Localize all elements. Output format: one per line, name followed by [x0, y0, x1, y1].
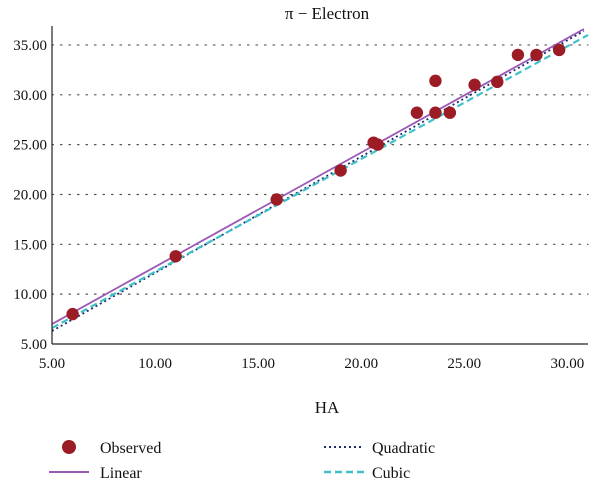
- fit-lines: [51, 28, 589, 332]
- x-tick-label-0: 5.00: [39, 356, 65, 372]
- y-tick-label-3: 20.00: [13, 187, 47, 203]
- observed-point-8: [429, 106, 442, 119]
- observed-points: [66, 43, 566, 321]
- legend-quadratic-label: Quadratic: [372, 440, 435, 457]
- y-tick-label-5: 30.00: [13, 88, 47, 104]
- legend-linear-label: Linear: [100, 465, 142, 482]
- observed-point-3: [334, 164, 347, 177]
- observed-point-5: [371, 138, 384, 151]
- observed-point-12: [511, 48, 525, 62]
- y-tick-label-1: 10.00: [13, 287, 47, 303]
- x-tick-label-5: 30.00: [551, 356, 585, 372]
- y-tick-label-0: 5.00: [21, 337, 47, 353]
- observed-point-6: [410, 106, 424, 119]
- observed-point-9: [443, 106, 457, 119]
- fit-line-quadratic: [51, 30, 585, 332]
- grid-lines: [51, 44, 589, 295]
- observed-point-14: [552, 43, 566, 57]
- observed-point-10: [468, 78, 481, 92]
- legend-cubic-label: Cubic: [372, 465, 410, 482]
- observed-point-1: [169, 250, 182, 263]
- x-axis-label: HA: [315, 398, 340, 417]
- x-tick-label-3: 20.00: [344, 356, 378, 372]
- legend-observed-marker: [62, 440, 76, 454]
- tick-labels: 5.00 10.00 15.00 20.00 25.00 30.00 35.00 5.00 10…: [13, 38, 584, 372]
- observed-point-7: [429, 74, 442, 88]
- fit-line-linear: [51, 28, 585, 325]
- x-tick-label-2: 15.00: [241, 356, 275, 372]
- y-tick-label-2: 15.00: [13, 237, 47, 253]
- axes: [51, 26, 588, 345]
- x-tick-label-4: 25.00: [447, 356, 481, 372]
- observed-point-2: [270, 193, 283, 206]
- legend-observed-label: Observed: [100, 440, 161, 457]
- y-tick-label-6: 35.00: [13, 38, 47, 54]
- observed-point-13: [530, 48, 543, 62]
- fit-line-cubic: [51, 34, 589, 330]
- x-tick-label-1: 10.00: [138, 356, 172, 372]
- observed-point-11: [491, 75, 504, 89]
- legend: Observed Linear Quadratic Cubic: [49, 440, 435, 482]
- observed-point-0: [66, 307, 79, 321]
- chart-title: π − Electron: [285, 4, 370, 23]
- y-tick-label-4: 25.00: [13, 138, 47, 154]
